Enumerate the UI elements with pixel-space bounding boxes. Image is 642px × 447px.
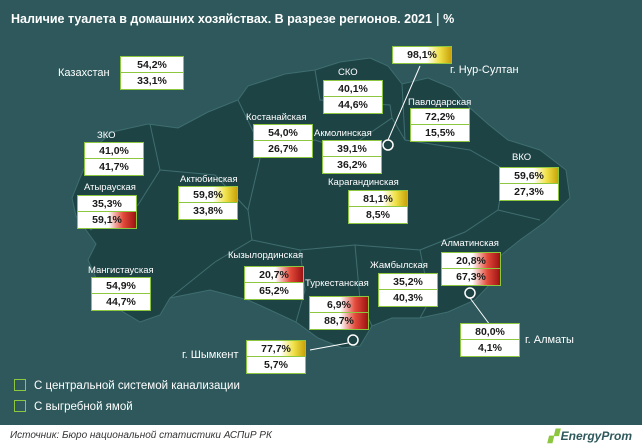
pavlodar-label: Павлодарская [408,97,472,108]
turkestan-label: Туркестанская [305,278,369,289]
pavlodar-pit: 15,5% [411,125,469,141]
mangistau-sewer: 54,9% [92,278,150,294]
kostanay-sewer: 54,0% [254,125,312,141]
zhambyl-sewer: 35,2% [379,274,437,290]
aktobe-label: Актюбинская [180,174,238,185]
aktobe-pit: 33,8% [179,203,237,219]
zko-sewer: 41,0% [85,143,143,159]
kyzylorda-label: Кызылординская [228,250,304,261]
karaganda-label: Карагандинская [328,177,399,188]
turkestan-sewer: 6,9% [310,297,368,313]
sko-pit: 44,6% [324,97,382,113]
almaty-obl-sewer: 20,8% [442,253,500,269]
zko-label: ЗКО [97,130,116,141]
karaganda-sewer: 81,1% [349,191,407,207]
akmola-box: 39,1% 36,2% [322,140,382,174]
kostanay-pit: 26,7% [254,141,312,157]
zhambyl-pit: 40,3% [379,290,437,306]
kostanay-box: 54,0% 26,7% [253,124,313,158]
almaty-box: 80,0% 4,1% [460,323,520,357]
unit-label: % [443,12,455,26]
shymkent-box: 77,7% 5,7% [246,340,306,374]
almaty-leader [469,297,491,326]
akmola-label: Акмолинская [314,128,372,139]
kazakhstan-pit: 33,1% [121,73,183,89]
akmola-sewer: 39,1% [323,141,381,157]
kyzylorda-sewer: 20,7% [245,267,303,283]
turkestan-box: 6,9% 88,7% [309,296,369,330]
nur-sultan-box: 98,1% [392,46,452,64]
aktobe-sewer: 59,8% [179,187,237,203]
vko-pit: 27,3% [500,184,558,200]
pavlodar-box: 72,2% 15,5% [410,108,470,142]
brand-text: EnergyProm [560,429,632,443]
atyrau-box: 35,3% 59,1% [77,195,137,229]
kyzylorda-box: 20,7% 65,2% [244,266,304,300]
nur-sultan-leader [387,65,421,141]
atyrau-label: Атырауская [84,182,136,193]
shymkent-marker [347,334,359,346]
zko-box: 41,0% 41,7% [84,142,144,176]
title-text: Наличие туалета в домашних хозяйствах. В… [11,12,432,26]
legend-pit: С выгребной ямой [14,400,133,413]
almaty-sewer: 80,0% [461,324,519,340]
brand-logo: ▞ EnergyProm [548,429,632,443]
vko-box: 59,6% 27,3% [499,167,559,201]
pavlodar-sewer: 72,2% [411,109,469,125]
aktobe-box: 59,8% 33,8% [178,186,238,220]
kazakhstan-label: Казахстан [58,67,110,79]
kostanay-label: Костанайская [246,112,307,123]
mangistau-pit: 44,7% [92,294,150,310]
mangistau-box: 54,9% 44,7% [91,277,151,311]
legend-sewer-swatch [14,379,26,391]
legend-pit-text: С выгребной ямой [34,401,133,413]
legend-pit-swatch [14,400,26,412]
kazakhstan-sewer: 54,2% [121,57,183,73]
mangistau-label: Мангистауская [88,265,154,276]
sko-box: 40,1% 44,6% [323,80,383,114]
atyrau-sewer: 35,3% [78,196,136,212]
karaganda-box: 81,1% 8,5% [348,190,408,224]
vko-label: ВКО [512,152,532,163]
shymkent-leader [309,342,349,351]
zhambyl-label: Жамбылская [370,260,428,271]
page-title: Наличие туалета в домашних хозяйствах. В… [11,10,454,26]
atyrau-pit: 59,1% [78,212,136,228]
almaty-obl-label: Алматинская [441,238,499,249]
almaty-obl-pit: 67,3% [442,269,500,285]
almaty-pit: 4,1% [461,340,519,356]
title-separator: | [435,10,440,26]
shymkent-pit: 5,7% [247,357,305,373]
zhambyl-box: 35,2% 40,3% [378,273,438,307]
kyzylorda-pit: 65,2% [245,283,303,299]
akmola-pit: 36,2% [323,157,381,173]
shymkent-label: г. Шымкент [182,349,239,361]
vko-sewer: 59,6% [500,168,558,184]
sko-sewer: 40,1% [324,81,382,97]
zko-pit: 41,7% [85,159,143,175]
shymkent-sewer: 77,7% [247,341,305,357]
kazakhstan-box: 54,2% 33,1% [120,56,184,90]
footer: Источник: Бюро национальной статистики А… [0,425,642,447]
legend-sewer-text: С центральной системой канализации [34,380,240,392]
source-text: Источник: Бюро национальной статистики А… [10,430,272,441]
almaty-obl-box: 20,8% 67,3% [441,252,501,286]
almaty-label: г. Алматы [525,334,574,346]
brand-mark-icon: ▞ [548,429,558,443]
turkestan-pit: 88,7% [310,313,368,329]
legend-sewer: С центральной системой канализации [14,379,240,392]
sko-label: СКО [338,67,358,78]
karaganda-pit: 8,5% [349,207,407,223]
nur-sultan-sewer: 98,1% [393,47,451,63]
nur-sultan-label: г. Нур-Султан [450,64,519,76]
